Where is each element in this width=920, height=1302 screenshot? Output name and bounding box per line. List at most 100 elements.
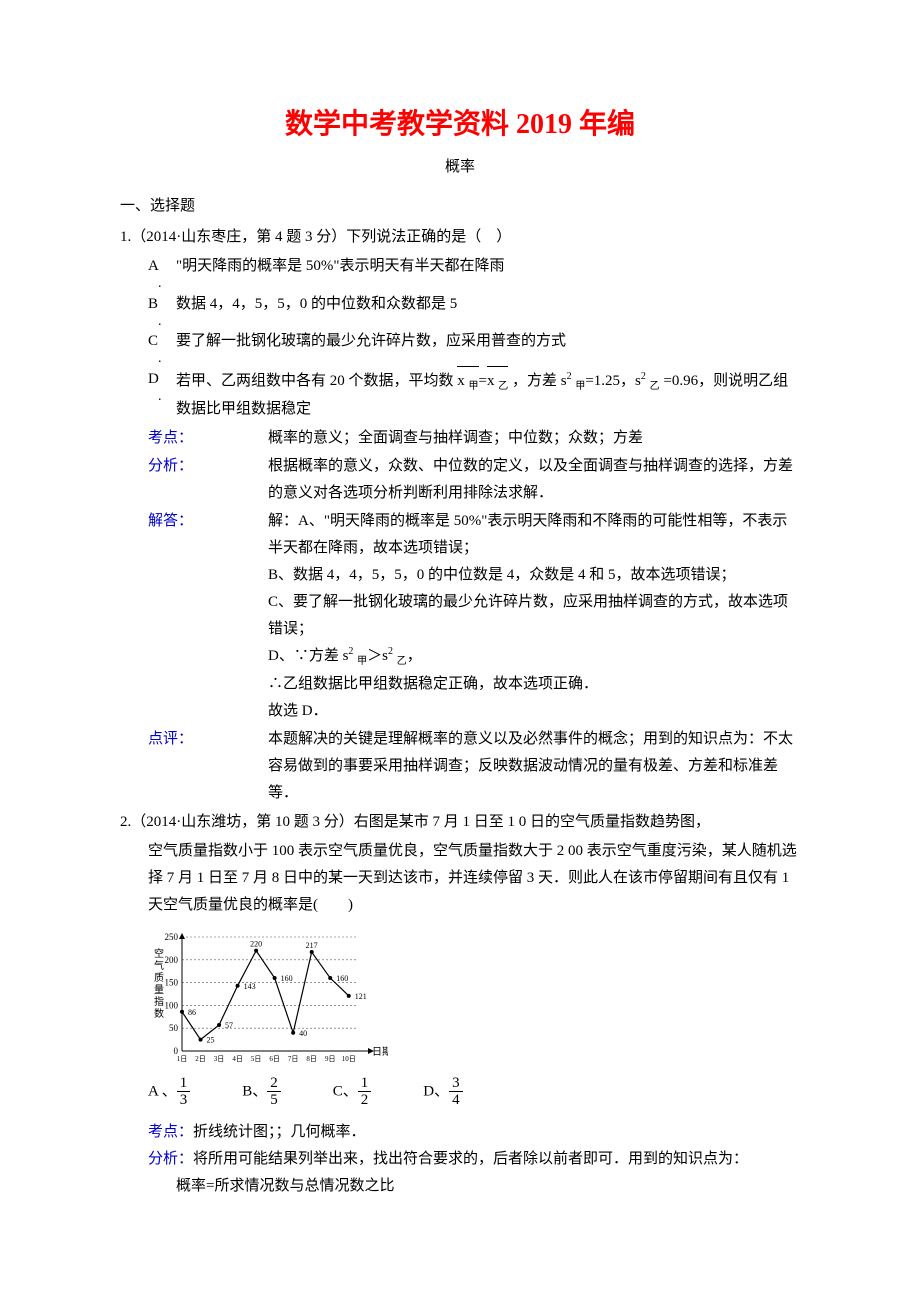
svg-text:10日: 10日 [342, 1055, 356, 1063]
svg-text:250: 250 [165, 932, 179, 942]
option-letter: C、 [333, 1083, 358, 1099]
page-subtitle: 概率 [120, 154, 800, 181]
svg-text:220: 220 [250, 939, 262, 948]
label-fenxi: 分析： [148, 453, 268, 507]
jieda-line: C、要了解一批钢化玻璃的最少允许碎片数，应采用抽样调查的方式，故本选项错误； [268, 589, 800, 643]
option-text: 数据 4，4，5，5，0 的中位数和众数都是 5 [176, 291, 800, 318]
fraction: 25 [267, 1075, 281, 1109]
option-text: 要了解一批钢化玻璃的最少允许碎片数，应采用普查的方式 [176, 328, 800, 355]
page-title: 数学中考教学资料 2019 年编 [120, 100, 800, 150]
q2-kaodian: 考点：折线统计图；；几何概率． [148, 1119, 800, 1146]
value-fenxi: 根据概率的意义，众数、中位数的定义，以及全面调查与抽样调查的选择，方差的意义对各… [268, 453, 800, 507]
svg-text:217: 217 [306, 941, 318, 950]
svg-text:8日: 8日 [306, 1055, 317, 1063]
frac-den: 4 [449, 1092, 463, 1109]
q2-options: A 、13 B、25 C、12 D、34 [148, 1075, 800, 1109]
jieda-line: ∴乙组数据比甲组数据稳定正确，故本选项正确． [268, 671, 800, 698]
text-fragment: ＞s [367, 648, 388, 664]
q1-stem: 1.（2014·山东枣庄，第 4 题 3 分）下列说法正确的是（ ） [120, 224, 800, 251]
q1-fenxi: 分析： 根据概率的意义，众数、中位数的定义，以及全面调查与抽样调查的选择，方差的… [148, 453, 800, 507]
svg-text:9日: 9日 [325, 1055, 336, 1063]
option-letter: D、 [423, 1083, 449, 1099]
svg-text:121: 121 [355, 991, 367, 1000]
q1-option-c: C. 要了解一批钢化玻璃的最少允许碎片数，应采用普查的方式 [148, 328, 800, 363]
label-kaodian: 考点： [148, 425, 268, 452]
q1-option-b: B. 数据 4，4，5，5，0 的中位数和众数都是 5 [148, 291, 800, 326]
label-kaodian: 考点： [148, 1124, 193, 1140]
line-chart-svg: 050100150200250空气质量指数日期1日2日3日4日5日6日7日8日9… [148, 929, 388, 1069]
svg-text:143: 143 [244, 981, 256, 990]
svg-text:40: 40 [299, 1028, 307, 1037]
label-dianping: 点评： [148, 726, 268, 807]
svg-text:数: 数 [154, 1007, 164, 1020]
q1-jieda: 解答： 解：A、"明天降雨的概率是 50%"表示明天降雨和不降雨的可能性相等，不… [148, 508, 800, 725]
value-kaodian: 概率的意义；全面调查与抽样调查；中位数；众数；方差 [268, 425, 800, 452]
frac-num: 3 [449, 1075, 463, 1093]
option-letter: A. [148, 253, 176, 288]
q2-fenxi-line2: 概率=所求情况数与总情况数之比 [176, 1173, 800, 1200]
label-fenxi: 分析： [148, 1151, 193, 1167]
jieda-line: B、数据 4，4，5，5，0 的中位数是 4，众数是 4 和 5，故本选项错误； [268, 562, 800, 589]
option-text: 若甲、乙两组数中各有 20 个数据，平均数 x 甲=x 乙 ，方差 s2 甲=1… [176, 366, 800, 423]
jieda-line: D、∵方差 s2 甲＞s2 乙， [268, 643, 800, 671]
option-text: "明天降雨的概率是 50%"表示明天有半天都在降雨 [176, 253, 800, 280]
label-jieda: 解答： [148, 508, 268, 725]
option-letter: A 、 [148, 1083, 177, 1099]
text-fragment: D、∵方差 s [268, 648, 348, 664]
svg-text:7日: 7日 [288, 1055, 299, 1063]
svg-text:量: 量 [154, 984, 164, 996]
jieda-line: 故选 D． [268, 698, 800, 725]
svg-text:气: 气 [154, 959, 164, 972]
option-letter: B、 [242, 1083, 267, 1099]
svg-text:日期: 日期 [372, 1046, 388, 1058]
text-fragment: =1.25，s [585, 373, 641, 389]
text-fragment: ， [407, 648, 422, 664]
frac-den: 2 [358, 1092, 372, 1109]
svg-text:5日: 5日 [251, 1055, 262, 1063]
svg-text:150: 150 [165, 977, 179, 987]
option-letter: D. [148, 366, 176, 401]
frac-num: 1 [177, 1075, 191, 1093]
section-heading: 一、选择题 [120, 193, 800, 220]
fraction: 34 [449, 1075, 463, 1109]
q2-fenxi: 分析：将所用可能结果列举出来，找出符合要求的，后者除以前者即可．用到的知识点为： [148, 1146, 800, 1173]
value-jieda: 解：A、"明天降雨的概率是 50%"表示明天降雨和不降雨的可能性相等，不表示半天… [268, 508, 800, 725]
text-fragment: ，方差 s [512, 373, 567, 389]
fraction: 13 [177, 1075, 191, 1109]
frac-den: 3 [177, 1092, 191, 1109]
svg-text:空: 空 [154, 947, 164, 960]
jieda-line: 解：A、"明天降雨的概率是 50%"表示明天降雨和不降雨的可能性相等，不表示半天… [268, 508, 800, 562]
q2-option-a: A 、13 [148, 1075, 190, 1109]
option-letter: C. [148, 328, 176, 363]
q2-stem-line1: 2.（2014·山东潍坊，第 10 题 3 分）右图是某市 7 月 1 日至 1… [120, 809, 800, 836]
option-letter: B. [148, 291, 176, 326]
q1-kaodian: 考点： 概率的意义；全面调查与抽样调查；中位数；众数；方差 [148, 425, 800, 452]
text-fragment: 若甲、乙两组数中各有 20 个数据，平均数 [176, 373, 454, 389]
svg-text:25: 25 [207, 1035, 215, 1044]
value-kaodian: 折线统计图；；几何概率． [193, 1124, 366, 1140]
svg-text:6日: 6日 [269, 1055, 280, 1063]
q1-option-d: D. 若甲、乙两组数中各有 20 个数据，平均数 x 甲=x 乙 ，方差 s2 … [148, 366, 800, 423]
svg-text:160: 160 [281, 974, 293, 983]
q2-option-c: C、12 [333, 1075, 372, 1109]
xbar-yi: x 乙 [487, 366, 508, 396]
value-fenxi: 将所用可能结果列举出来，找出符合要求的，后者除以前者即可．用到的知识点为： [193, 1151, 748, 1167]
svg-text:86: 86 [188, 1007, 196, 1016]
fraction: 12 [358, 1075, 372, 1109]
svg-text:50: 50 [169, 1023, 179, 1033]
svg-text:质: 质 [154, 972, 164, 984]
svg-text:1日: 1日 [177, 1055, 188, 1063]
svg-text:160: 160 [336, 974, 348, 983]
q1-dianping: 点评： 本题解决的关键是理解概率的意义以及必然事件的概念；用到的知识点为：不太容… [148, 726, 800, 807]
svg-text:4日: 4日 [232, 1055, 243, 1063]
svg-text:指: 指 [154, 995, 164, 1008]
xbar-jia: x 甲 [457, 366, 478, 396]
q2-stem-line2: 空气质量指数小于 100 表示空气质量优良，空气质量指数大于 2 00 表示空气… [148, 838, 800, 919]
q2-option-b: B、25 [242, 1075, 281, 1109]
q1-option-a: A. "明天降雨的概率是 50%"表示明天有半天都在降雨 [148, 253, 800, 288]
frac-num: 1 [358, 1075, 372, 1093]
svg-text:2日: 2日 [195, 1055, 206, 1063]
q2-chart: 050100150200250空气质量指数日期1日2日3日4日5日6日7日8日9… [148, 929, 800, 1069]
svg-text:57: 57 [225, 1021, 233, 1030]
svg-text:100: 100 [165, 1000, 179, 1010]
